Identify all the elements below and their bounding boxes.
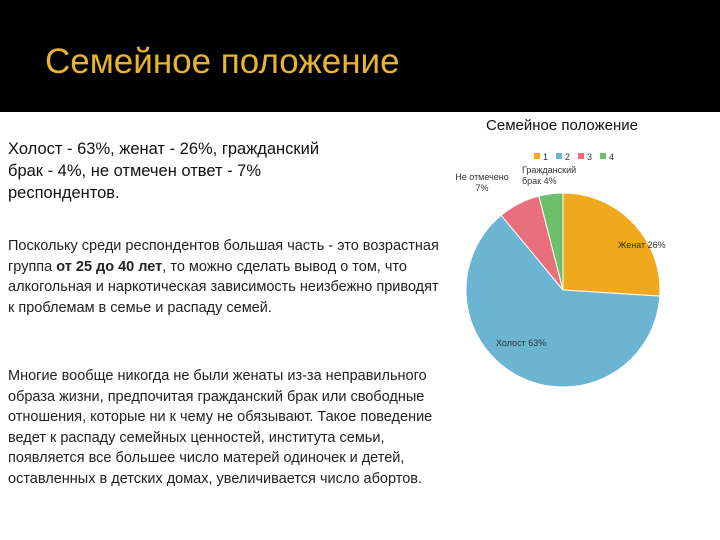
data-label: Не отмечено 7%: [455, 172, 509, 193]
legend-swatch: [600, 153, 606, 159]
pie-slice: [538, 192, 564, 291]
paragraph: Поскольку среди респондентов большая час…: [8, 236, 448, 318]
legend-swatch: [534, 153, 540, 159]
pie-slice: [465, 214, 661, 388]
data-label: Гражданский брак 4%: [522, 165, 577, 186]
text-run: Поскольку среди респондентов большая час…: [8, 238, 439, 275]
data-label: Женат 26%: [618, 240, 666, 250]
text-run: Многие вообще никогда не были женаты из-…: [8, 368, 433, 487]
summary: Холост - 63%, женат - 26%, гражданский б…: [8, 140, 320, 202]
legend-label: 1: [543, 152, 548, 162]
title-band: [0, 0, 720, 112]
legend-label: 3: [587, 152, 592, 162]
legend-swatch: [556, 153, 562, 159]
text-run: от 25 до 40 лет: [56, 258, 163, 275]
text-run: , то можно сделать вывод о том, что алко…: [8, 258, 439, 316]
legend-label: 4: [609, 152, 614, 162]
chart: Семейное положение 1 2 3 4: [465, 117, 661, 388]
paragraph: Многие вообще никогда не были женаты из-…: [8, 366, 448, 489]
slide-title: Семейное положение: [45, 42, 400, 81]
legend-swatch: [578, 153, 584, 159]
data-label: Холост 63%: [496, 338, 547, 348]
legend-label: 2: [565, 152, 570, 162]
chart-title: Семейное положение: [486, 117, 638, 134]
pie-slice: [562, 192, 661, 297]
